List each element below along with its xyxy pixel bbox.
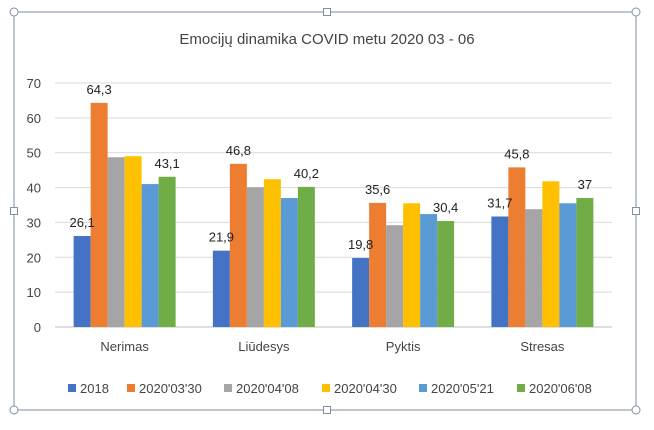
resize-handle[interactable] [9,7,19,17]
bar[interactable] [491,216,509,327]
y-tick-label: 10 [27,285,41,300]
data-label: 37 [578,177,592,192]
bar[interactable] [158,176,176,327]
legend-item[interactable]: 2020'05'21 [419,381,494,396]
legend-swatch [127,384,135,392]
bar[interactable] [263,179,281,327]
bar[interactable] [386,225,404,327]
bar[interactable] [352,257,370,327]
bar[interactable] [437,221,455,327]
bar[interactable] [280,198,298,327]
x-tick-label: Pyktis [386,339,421,354]
bar[interactable] [576,198,594,327]
legend-label: 2020'05'21 [431,381,494,396]
legend-swatch [517,384,525,392]
bar[interactable] [542,181,560,327]
legend-label: 2020'03'30 [139,381,202,396]
y-tick-label: 0 [34,320,41,335]
bar[interactable] [508,167,526,327]
data-label: 26,1 [69,215,94,230]
resize-handle[interactable] [631,7,641,17]
y-tick-label: 50 [27,146,41,161]
x-tick-label: Nerimas [100,339,149,354]
legend-item[interactable]: 2020'04'08 [224,381,299,396]
data-label: 45,8 [504,146,529,161]
data-label: 35,6 [365,182,390,197]
legend-swatch [68,384,76,392]
y-tick-label: 60 [27,111,41,126]
resize-handle[interactable] [10,207,18,215]
x-tick-label: Liūdesys [238,339,290,354]
data-label: 21,9 [209,230,234,245]
bar[interactable] [229,163,247,327]
resize-handle[interactable] [632,207,640,215]
bar[interactable] [297,186,315,327]
bar[interactable] [90,102,108,328]
bar[interactable] [141,184,159,327]
data-label: 64,3 [86,82,111,97]
resize-handle[interactable] [631,405,641,415]
legend-swatch [322,384,330,392]
x-tick-label: Stresas [520,339,565,354]
chart-title: Emocijų dinamika COVID metu 2020 03 - 06 [179,31,474,48]
legend-label: 2020'06'08 [529,381,592,396]
y-tick-label: 40 [27,181,41,196]
bar[interactable] [73,236,91,327]
data-label: 30,4 [433,200,458,215]
legend-label: 2018 [80,381,109,396]
bar[interactable] [246,187,264,327]
y-tick-label: 20 [27,250,41,265]
resize-handle[interactable] [323,8,331,16]
data-label: 40,2 [294,166,319,181]
data-label: 46,8 [226,143,251,158]
legend-label: 2020'04'30 [334,381,397,396]
legend-item[interactable]: 2020'04'30 [322,381,397,396]
resize-handle[interactable] [9,405,19,415]
bar[interactable] [403,203,421,327]
legend-label: 2020'04'08 [236,381,299,396]
data-label: 19,8 [348,237,373,252]
legend-item[interactable]: 2018 [68,381,109,396]
legend-swatch [224,384,232,392]
legend-swatch [419,384,427,392]
bar[interactable] [525,209,543,327]
y-tick-label: 70 [27,76,41,91]
bar[interactable] [107,157,125,327]
bar[interactable] [559,203,577,327]
data-label: 31,7 [487,196,512,211]
bar[interactable] [212,250,230,327]
bar[interactable] [369,202,387,327]
y-tick-label: 30 [27,215,41,230]
legend-item[interactable]: 2020'06'08 [517,381,592,396]
bar[interactable] [124,156,142,327]
legend-item[interactable]: 2020'03'30 [127,381,202,396]
bar[interactable] [420,214,438,327]
data-label: 43,1 [154,156,179,171]
resize-handle[interactable] [323,406,331,414]
